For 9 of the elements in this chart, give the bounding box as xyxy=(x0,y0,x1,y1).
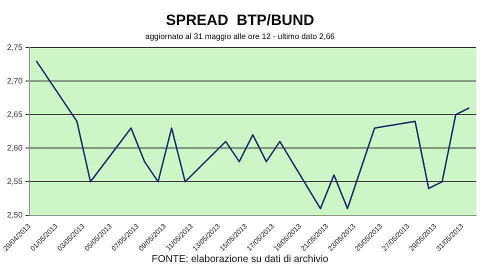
y-tick-label: 2,70 xyxy=(6,76,24,86)
y-tick-label: 2,75 xyxy=(6,42,24,52)
y-tick-label: 2,60 xyxy=(6,143,24,152)
y-tick-label: 2,50 xyxy=(6,210,24,220)
y-tick-label: 2,65 xyxy=(6,110,24,119)
chart-title: SPREAD BTP/BUND xyxy=(166,12,314,30)
source-note: FONTE: elaborazione su dati di archivio xyxy=(150,254,330,265)
y-tick-label: 2,55 xyxy=(6,176,24,186)
chart-subtitle: aggiornato al 31 maggio alle ore 12 - ultimo dato 2,66 xyxy=(145,32,336,42)
